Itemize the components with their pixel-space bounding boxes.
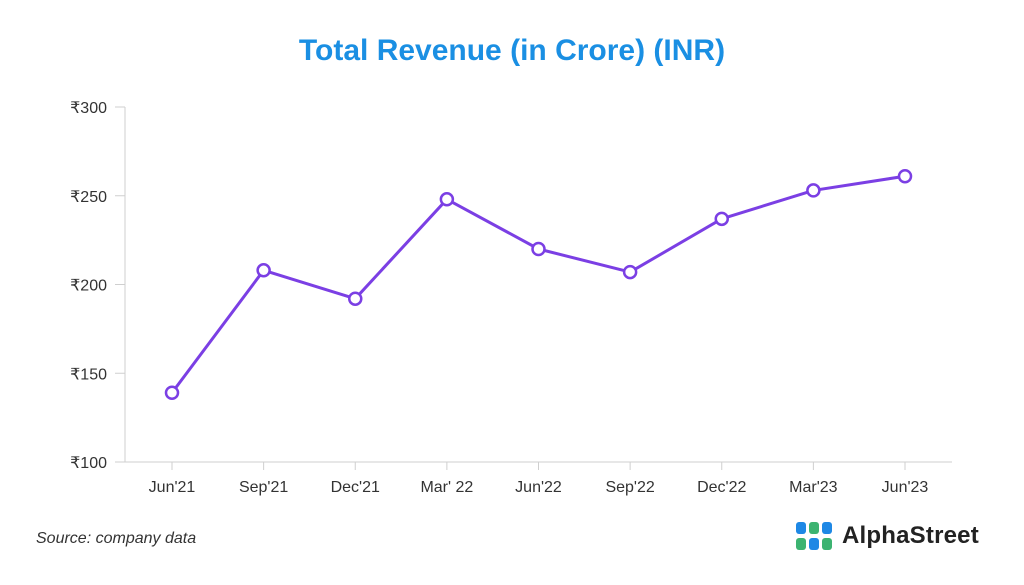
x-tick-label: Jun'23 [882, 479, 929, 496]
x-tick-label: Dec'21 [331, 479, 380, 496]
data-point[interactable] [164, 385, 180, 401]
brand-logo: AlphaStreet [796, 522, 979, 550]
x-tick-label: Sep'21 [239, 479, 288, 496]
x-tick-label: Jun'22 [515, 479, 562, 496]
x-tick-label: Jun'21 [149, 479, 196, 496]
alphastreet-logo-icon [796, 522, 832, 550]
x-tick-label: Mar'23 [789, 479, 838, 496]
y-tick-label: ₹150 [70, 366, 107, 383]
y-axis: ₹100 ₹150 ₹200 ₹250 ₹300 [70, 100, 126, 472]
brand-name: AlphaStreet [842, 522, 979, 549]
series-total-revenue [164, 168, 913, 401]
data-point[interactable] [622, 264, 638, 280]
x-tick-label: Mar' 22 [420, 479, 473, 496]
data-point[interactable] [806, 183, 821, 198]
x-axis: Jun'21 Sep'21 Dec'21 Mar' 22 Jun'22 Sep'22 Dec… [125, 461, 952, 496]
data-point[interactable] [256, 263, 271, 278]
x-tick-label: Dec'22 [697, 479, 746, 496]
y-tick-label: ₹250 [70, 189, 107, 206]
data-point[interactable] [439, 192, 455, 207]
data-point[interactable] [897, 168, 913, 184]
data-point[interactable] [531, 241, 546, 257]
y-tick-label: ₹200 [70, 278, 107, 295]
y-tick-label: ₹300 [70, 100, 107, 117]
y-tick-label: ₹100 [70, 455, 107, 472]
source-note: Source: company data [36, 530, 197, 547]
chart-title: Total Revenue (in Crore) (INR) [298, 34, 726, 67]
data-point[interactable] [348, 291, 363, 306]
series-line [170, 174, 906, 394]
data-point[interactable] [714, 211, 729, 227]
x-tick-label: Sep'22 [605, 479, 654, 496]
